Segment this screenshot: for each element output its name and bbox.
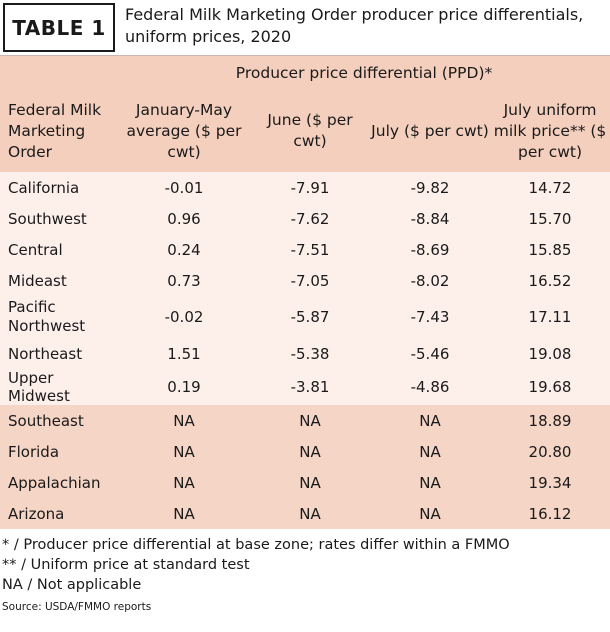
- table-row: Florida NA NA NA 20.80: [0, 436, 610, 467]
- cell-july: NA: [419, 473, 441, 492]
- table-row: Mideast 0.73 -7.05 -8.02 16.52: [0, 265, 610, 296]
- footnote: NA / Not applicable: [2, 577, 142, 593]
- table-row: Upper Midwest 0.19 -3.81 -4.86 19.68: [0, 369, 610, 405]
- cell-july: -4.86: [410, 378, 450, 396]
- cell-uniform: 19.08: [528, 344, 572, 363]
- col-header-june: June ($ per cwt): [267, 111, 353, 150]
- col-header-uniform: July uniform milk price** ($ per cwt): [493, 100, 607, 161]
- table-row: Northeast 1.51 -5.38 -5.46 19.08: [0, 338, 610, 369]
- cell-july: -8.02: [410, 271, 450, 290]
- cell-order: Florida: [8, 442, 60, 461]
- cell-uniform: 16.52: [528, 271, 572, 290]
- cell-june: NA: [299, 411, 321, 430]
- col-header-janmay: January-May average ($ per cwt): [126, 100, 242, 161]
- cell-july: -8.69: [410, 240, 450, 259]
- group-header-ppd: Producer price differential (PPD)*: [235, 64, 493, 82]
- cell-uniform: 15.70: [528, 209, 572, 228]
- cell-janmay: 0.19: [167, 378, 201, 396]
- cell-july: -9.82: [410, 178, 450, 197]
- cell-order: Central: [8, 240, 63, 259]
- col-header-order: Federal Milk Marketing Order: [8, 100, 102, 161]
- cell-july: NA: [419, 411, 441, 430]
- table-row: Southwest 0.96 -7.62 -8.84 15.70: [0, 203, 610, 234]
- source-note: Source: USDA/FMMO reports: [2, 601, 152, 613]
- data-table: Producer price differential (PPD)* Feder…: [0, 56, 610, 529]
- cell-july: NA: [419, 442, 441, 461]
- cell-july: -7.43: [410, 307, 450, 326]
- table-row: California -0.01 -7.91 -9.82 14.72: [0, 172, 610, 203]
- cell-janmay: 0.24: [167, 240, 201, 259]
- cell-june: -5.87: [290, 307, 330, 326]
- table-title: Federal Milk Marketing Order producer pr…: [125, 5, 584, 46]
- cell-janmay: 1.51: [167, 344, 201, 363]
- cell-janmay: 0.73: [167, 271, 201, 290]
- cell-order: California: [8, 178, 80, 197]
- cell-june: NA: [299, 442, 321, 461]
- table-footer: * / Producer price differential at base …: [0, 529, 610, 617]
- cell-order: Arizona: [8, 504, 65, 523]
- cell-june: -3.81: [290, 378, 330, 396]
- cell-june: -7.91: [290, 178, 330, 197]
- cell-uniform: 17.11: [528, 307, 572, 326]
- table-row: Southeast NA NA NA 18.89: [0, 405, 610, 436]
- table-header: TABLE 1 Federal Milk Marketing Order pro…: [0, 0, 610, 56]
- table-row: Arizona NA NA NA 16.12: [0, 498, 610, 529]
- column-header-row: Federal Milk Marketing Order January-May…: [0, 90, 610, 172]
- table-row: Pacific Northwest -0.02 -5.87 -7.43 17.1…: [0, 296, 610, 338]
- cell-janmay: NA: [173, 473, 195, 492]
- cell-uniform: 16.12: [528, 504, 572, 523]
- cell-uniform: 14.72: [528, 178, 572, 197]
- cell-janmay: -0.02: [164, 307, 204, 326]
- footnote: ** / Uniform price at standard test: [2, 557, 250, 573]
- cell-uniform: 20.80: [528, 442, 572, 461]
- cell-janmay: -0.01: [164, 178, 204, 197]
- cell-order: Upper Midwest: [8, 369, 70, 405]
- cell-uniform: 19.34: [528, 473, 572, 492]
- cell-june: -7.05: [290, 271, 330, 290]
- table-badge: TABLE 1: [3, 3, 115, 52]
- group-header-spacer: [0, 56, 118, 90]
- footnote: * / Producer price differential at base …: [2, 537, 510, 553]
- cell-june: NA: [299, 504, 321, 523]
- cell-uniform: 19.68: [528, 378, 572, 396]
- cell-uniform: 15.85: [528, 240, 572, 259]
- table-row: Central 0.24 -7.51 -8.69 15.85: [0, 234, 610, 265]
- cell-order: Southeast: [8, 411, 84, 430]
- cell-order: Southwest: [8, 209, 87, 228]
- col-header-july: July ($ per cwt): [371, 121, 489, 140]
- table-row: Appalachian NA NA NA 19.34: [0, 467, 610, 498]
- cell-order: Mideast: [8, 271, 67, 290]
- cell-june: -7.51: [290, 240, 330, 259]
- cell-janmay: NA: [173, 504, 195, 523]
- cell-order: Pacific Northwest: [8, 298, 86, 335]
- cell-june: -7.62: [290, 209, 330, 228]
- cell-order: Appalachian: [8, 473, 101, 492]
- cell-order: Northeast: [8, 344, 83, 363]
- cell-uniform: 18.89: [528, 411, 572, 430]
- cell-janmay: 0.96: [167, 209, 201, 228]
- cell-july: NA: [419, 504, 441, 523]
- cell-july: -8.84: [410, 209, 450, 228]
- cell-june: NA: [299, 473, 321, 492]
- cell-janmay: NA: [173, 442, 195, 461]
- cell-june: -5.38: [290, 344, 330, 363]
- group-header-row: Producer price differential (PPD)*: [0, 56, 610, 90]
- cell-july: -5.46: [410, 344, 450, 363]
- cell-janmay: NA: [173, 411, 195, 430]
